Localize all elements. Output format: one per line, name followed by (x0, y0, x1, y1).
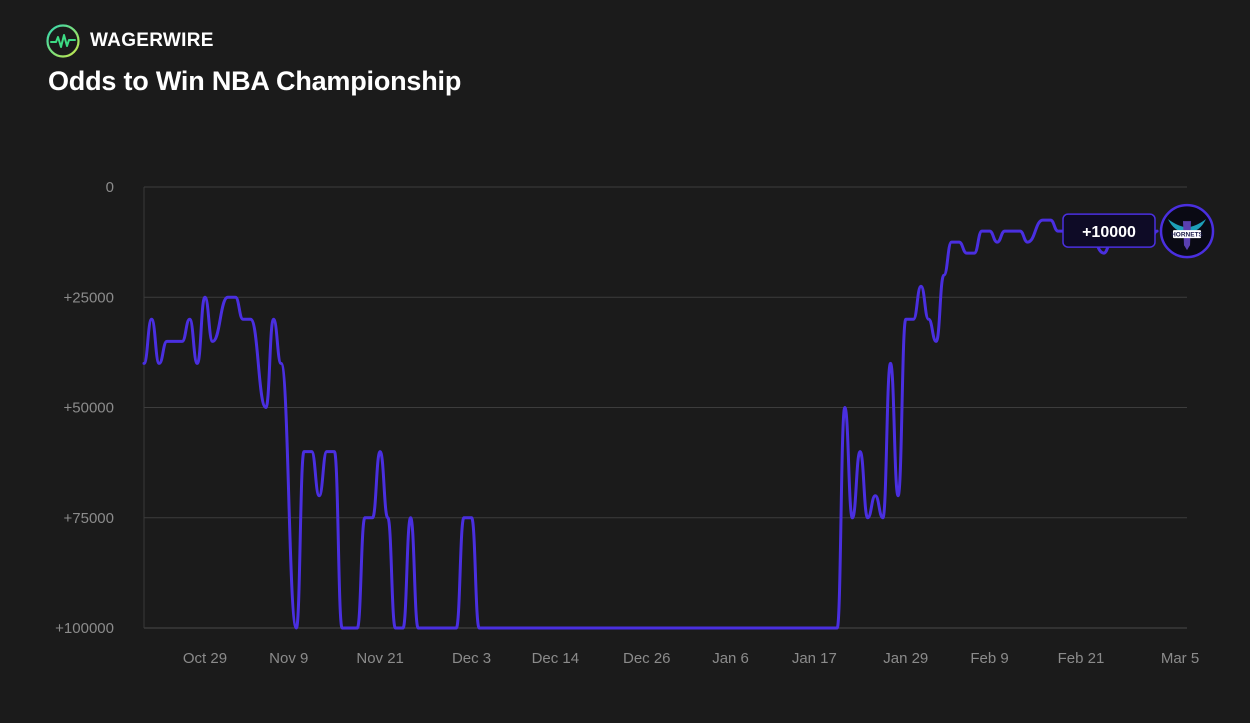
pulse-wave-icon (46, 24, 80, 58)
chart-title: Odds to Win NBA Championship (48, 66, 462, 96)
x-tick-label: Nov 21 (356, 650, 404, 667)
y-tick-label: +25000 (64, 289, 114, 306)
x-tick-label: Dec 3 (452, 650, 491, 667)
x-tick-label: Dec 14 (532, 650, 580, 667)
svg-text:HORNETS: HORNETS (1171, 232, 1203, 239)
x-tick-label: Jan 29 (883, 650, 928, 667)
x-tick-label: Dec 26 (623, 650, 671, 667)
current-odds-callout: +10000 (1062, 213, 1156, 248)
y-tick-label: +50000 (64, 400, 114, 417)
x-tick-label: Nov 9 (269, 650, 308, 667)
x-tick-label: Jan 6 (712, 650, 749, 667)
y-tick-label: 0 (106, 179, 114, 196)
x-tick-label: Jan 17 (792, 650, 837, 667)
y-tick-label: +100000 (55, 620, 114, 637)
brand: WAGERWIRE (46, 23, 214, 59)
callout-box (1062, 213, 1156, 248)
y-tick-label: +75000 (64, 510, 114, 527)
x-tick-label: Mar 5 (1161, 650, 1199, 667)
x-tick-label: Feb 21 (1058, 650, 1105, 667)
callout-label: +10000 (1082, 224, 1136, 241)
hornets-logo-icon: HORNETS (1159, 203, 1215, 259)
series-line (142, 218, 1159, 630)
brand-name: WAGERWIRE (90, 30, 214, 51)
x-tick-label: Feb 9 (970, 650, 1008, 667)
x-tick-label: Oct 29 (183, 650, 227, 667)
